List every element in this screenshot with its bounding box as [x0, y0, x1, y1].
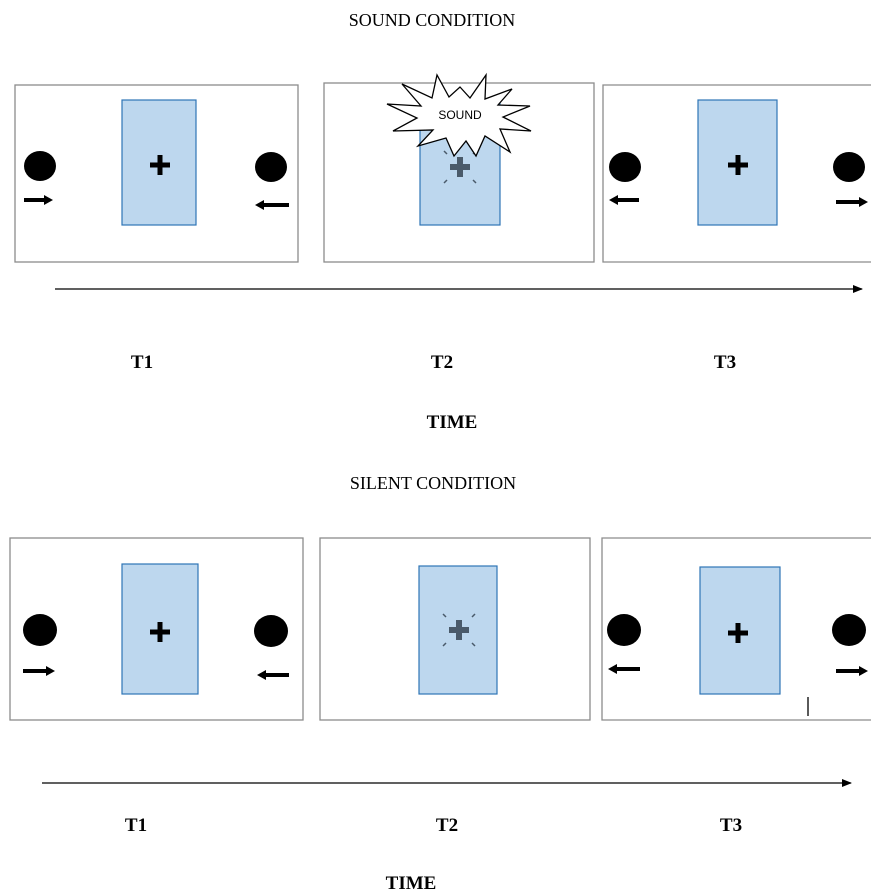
left-arrow-icon: [255, 200, 289, 210]
time-label-t3: T3: [714, 352, 736, 373]
right-disc: [832, 614, 866, 646]
right-disc: [255, 152, 287, 182]
time-axis-label: TIME: [386, 873, 437, 890]
time-label-t2: T2: [436, 815, 458, 836]
fixation-cross: [728, 623, 748, 643]
sound-panel-t1: [14, 84, 299, 263]
right-arrow-icon: [23, 666, 55, 676]
left-disc: [24, 151, 56, 181]
sound-panel-t2: SOUND: [323, 72, 595, 263]
left-arrow-icon: [608, 664, 640, 674]
fixation-cross: [150, 622, 170, 642]
time-label-t3: T3: [720, 815, 742, 836]
silent-panel-t1: [9, 537, 304, 721]
left-arrow-icon: [609, 195, 639, 205]
right-disc: [833, 152, 865, 182]
left-disc: [23, 614, 57, 646]
silent-panel-t2: [319, 537, 591, 721]
time-label-t1: T1: [125, 815, 147, 836]
faded-fixation-cross: [442, 613, 476, 647]
right-arrow-icon: [836, 666, 868, 676]
sound-panel-t3: [602, 84, 871, 263]
fixation-cross: [150, 155, 170, 175]
left-disc: [609, 152, 641, 182]
fixation-cross: [728, 155, 748, 175]
right-arrow-icon: [24, 195, 53, 205]
time-axis-label: TIME: [427, 412, 478, 433]
silent-condition-title: SILENT CONDITION: [350, 473, 516, 493]
sound-condition-title: SOUND CONDITION: [349, 10, 516, 30]
right-arrow-icon: [836, 197, 868, 207]
right-disc: [254, 615, 288, 647]
time-label-t1: T1: [131, 352, 153, 373]
left-arrow-icon: [257, 670, 289, 680]
sound-burst-label: SOUND: [438, 108, 482, 122]
left-disc: [607, 614, 641, 646]
time-label-t2: T2: [431, 352, 453, 373]
sound-burst-icon: [386, 72, 532, 158]
silent-panel-t3: [601, 537, 871, 721]
